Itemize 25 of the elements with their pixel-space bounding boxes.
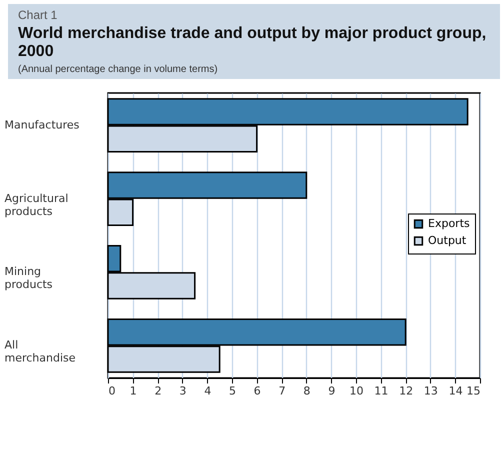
x-tick-label: 0: [108, 384, 116, 398]
x-tick-label: 8: [303, 384, 310, 398]
y-tick-label: All merchandise: [4, 338, 76, 365]
x-tick-label: 11: [374, 384, 388, 398]
chart-title: World merchandise trade and output by major product group, 2000: [18, 25, 488, 61]
y-tick-label: Mining products: [4, 265, 53, 292]
y-tick-label: Manufactures: [4, 118, 80, 132]
x-tick-label: 9: [328, 384, 336, 398]
x-tick-label: 3: [179, 384, 186, 398]
caption: Chart 1: [18, 8, 58, 22]
x-tick-label: 2: [154, 384, 162, 398]
x-tick-label: 13: [424, 384, 438, 398]
x-tick-label: 5: [229, 384, 236, 398]
x-tick-label: 4: [204, 384, 212, 398]
x-tick-label: 10: [350, 384, 364, 398]
x-tick-label: 12: [399, 384, 414, 398]
legend-label: Output: [428, 234, 467, 247]
legend-label: Exports: [428, 217, 470, 230]
x-tick-label: 7: [278, 384, 286, 398]
x-tick-label: 6: [254, 384, 261, 398]
y-tick-label: Agricultural products: [4, 192, 68, 218]
x-tick-label: 14: [448, 384, 463, 398]
x-tick-label: 1: [130, 384, 137, 398]
x-tick-label: 15: [466, 384, 480, 398]
chart-subtitle: (Annual percentage change in volume terms): [18, 64, 219, 75]
